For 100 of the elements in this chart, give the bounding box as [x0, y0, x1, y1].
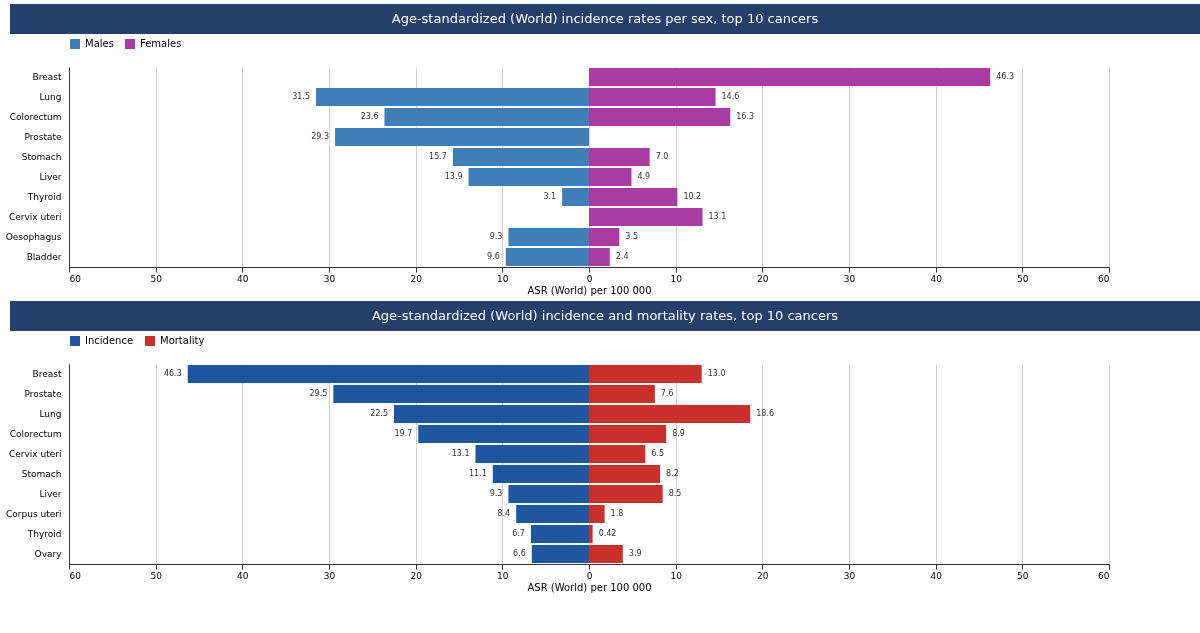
legend-label: Mortality [160, 335, 205, 346]
x-tick-label: 50 [150, 273, 163, 284]
bar [589, 385, 655, 403]
bar [418, 425, 589, 443]
bar [589, 465, 661, 483]
x-axis-title: ASR (World) per 100 000 [527, 581, 652, 593]
chart-title: Age-standardized (World) incidence rates per sex, top 10 cancers [10, 4, 1200, 34]
y-tick-label: Lung [39, 92, 62, 102]
bar [589, 108, 731, 126]
x-tick-label: 30 [323, 570, 336, 581]
bar [530, 525, 589, 543]
y-tick-label: Cervix uteri [8, 449, 62, 459]
data-label: 46.3 [163, 369, 182, 378]
bar [516, 505, 589, 523]
data-label: 22.5 [370, 409, 388, 418]
data-label: 23.6 [360, 112, 379, 121]
data-label: 3.9 [628, 549, 642, 558]
x-tick-label: 10 [497, 570, 509, 581]
bar [187, 365, 589, 383]
bar [589, 88, 716, 106]
data-label: 8.4 [497, 509, 511, 518]
data-label: 29.3 [311, 132, 330, 141]
data-label: 8.5 [668, 489, 682, 498]
data-label: 15.7 [429, 152, 447, 161]
bar [589, 148, 650, 166]
x-tick-label: 60 [69, 273, 82, 284]
y-tick-label: Liver [39, 172, 62, 182]
bar [589, 545, 623, 563]
x-tick-label: 10 [670, 273, 683, 284]
bar [384, 108, 589, 126]
x-tick-label: 20 [410, 273, 423, 284]
y-tick-label: Stomach [21, 152, 62, 162]
data-label: 9.3 [489, 232, 503, 241]
bar [468, 168, 589, 186]
x-tick-label: 40 [930, 570, 943, 581]
data-label: 6.7 [512, 529, 525, 538]
x-tick-label: 0 [586, 273, 593, 284]
data-label: 18.6 [756, 409, 775, 418]
x-tick-label: 60 [1098, 273, 1110, 284]
data-label: 16.3 [736, 112, 755, 121]
y-tick-label: Lung [39, 409, 62, 419]
chart-title: Age-standardized (World) incidence and mortality rates, top 10 cancers [10, 301, 1200, 331]
y-tick-label: Colorectum [9, 429, 62, 439]
bar [475, 445, 589, 463]
bar [589, 525, 593, 543]
bar [589, 485, 663, 503]
bar [589, 505, 605, 523]
bar [589, 208, 703, 226]
data-label: 3.1 [543, 192, 557, 201]
data-label: 10.2 [683, 192, 702, 201]
bar [505, 248, 589, 266]
x-tick-label: 20 [757, 273, 769, 284]
bar [589, 248, 610, 266]
bar [589, 405, 751, 423]
data-label: 4.9 [637, 172, 651, 181]
x-tick-label: 20 [757, 570, 769, 581]
y-tick-label: Prostate [24, 389, 62, 399]
data-label: 9.3 [489, 489, 503, 498]
y-tick-label: Stomach [21, 469, 62, 479]
data-label: 8.9 [672, 429, 685, 438]
y-tick-label: Cervix uteri [8, 212, 62, 222]
legend-label: Incidence [85, 335, 134, 346]
data-label: 2.4 [615, 252, 629, 261]
data-label: 6.5 [651, 449, 665, 458]
bar [589, 68, 991, 86]
y-tick-label: Corpus uteri [6, 509, 62, 519]
data-label: 7.6 [660, 389, 674, 398]
data-label: 6.6 [513, 549, 526, 558]
x-axis-title: ASR (World) per 100 000 [527, 284, 652, 296]
bar [589, 228, 620, 246]
x-tick-label: 10 [497, 273, 509, 284]
data-label: 14.6 [721, 92, 740, 101]
bar [531, 545, 589, 563]
y-tick-label: Liver [39, 489, 62, 499]
x-tick-label: 10 [670, 570, 683, 581]
y-tick-label: Ovary [34, 549, 63, 559]
x-tick-label: 60 [69, 570, 82, 581]
y-tick-label: Prostate [24, 132, 62, 142]
y-tick-label: Breast [32, 72, 62, 82]
bar [508, 228, 589, 246]
x-tick-label: 50 [1017, 570, 1029, 581]
data-label: 7.0 [655, 152, 669, 161]
x-tick-label: 0 [586, 570, 593, 581]
data-label: 3.5 [625, 232, 639, 241]
data-label: 46.3 [996, 72, 1015, 81]
data-label: 13.9 [444, 172, 463, 181]
data-label: 11.1 [468, 469, 487, 478]
data-label: 8.2 [666, 469, 679, 478]
bar [589, 168, 632, 186]
x-tick-label: 40 [237, 570, 249, 581]
legend-label: Females [140, 38, 182, 49]
y-tick-label: Thyroid [26, 529, 62, 539]
y-tick-label: Colorectum [9, 112, 62, 122]
x-tick-label: 60 [1098, 570, 1110, 581]
bar [492, 465, 589, 483]
data-label: 31.5 [292, 92, 310, 101]
data-label: 13.0 [707, 369, 726, 378]
bar [394, 405, 589, 423]
bar [589, 188, 678, 206]
x-tick-label: 30 [843, 273, 856, 284]
